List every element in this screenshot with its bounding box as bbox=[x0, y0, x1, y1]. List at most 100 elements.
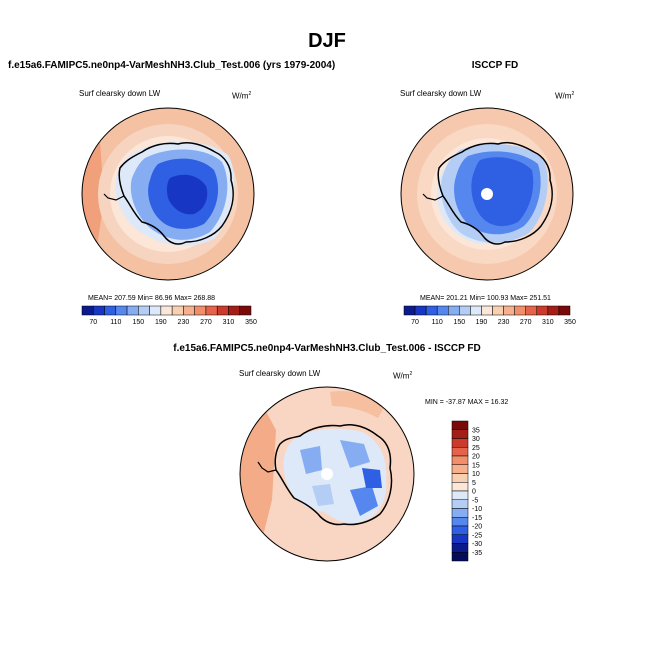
stats-diff: MIN = -37.87 MAX = 16.32 bbox=[425, 399, 509, 406]
colorbar-obs-cell bbox=[492, 305, 504, 316]
colorbar-model-cell bbox=[126, 305, 139, 316]
warm-left bbox=[240, 404, 276, 540]
colorbar-model-cell bbox=[228, 305, 240, 316]
colorbar-diff-cell bbox=[451, 429, 469, 439]
colorbar-diff-tick-label: 15 bbox=[472, 462, 480, 469]
pole-hole bbox=[481, 188, 493, 200]
colorbar-model-tick-label: 270 bbox=[200, 319, 212, 326]
colorbar-model-cell bbox=[93, 305, 105, 316]
colorbar-model-cell bbox=[171, 305, 184, 316]
colorbar-diff-cell bbox=[451, 525, 469, 535]
colorbar-obs-cell bbox=[503, 305, 515, 316]
colorbar-diff-tick-label: 0 bbox=[472, 489, 476, 496]
map-diff bbox=[240, 387, 414, 561]
colorbar-obs-cell bbox=[403, 305, 416, 316]
colorbar-obs-cell bbox=[470, 305, 482, 316]
colorbar-model-tick-label: 150 bbox=[132, 319, 144, 326]
colorbar-diff-tick-label: -35 bbox=[472, 550, 482, 557]
variable-label-diff: Surf clearsky down LW bbox=[239, 369, 321, 378]
map-border-model bbox=[81, 107, 255, 281]
colorbar-diff-cell bbox=[451, 543, 469, 553]
colorbar-diff-cell bbox=[451, 464, 469, 474]
colorbar-model-tick-label: 310 bbox=[223, 319, 235, 326]
colorbar-diff-cell bbox=[451, 534, 469, 544]
colorbar-diff-cell bbox=[451, 552, 469, 562]
map-model bbox=[82, 108, 254, 280]
units-label-diff: W/m2 bbox=[393, 371, 413, 381]
diff-blue-a bbox=[300, 446, 322, 474]
colorbar-diff-tick-label: -20 bbox=[472, 524, 482, 531]
colorbar-diff-cell bbox=[451, 447, 469, 457]
colorbar-diff-cell bbox=[451, 473, 469, 483]
coastline bbox=[274, 424, 393, 526]
colorbar-model-cell bbox=[115, 305, 128, 316]
colorbar-obs-tick-label: 110 bbox=[432, 319, 443, 326]
colorbar-model-cell bbox=[216, 305, 229, 316]
colorbar-diff-tick-label: -5 bbox=[472, 497, 478, 504]
colorbar-obs-cell bbox=[481, 305, 493, 316]
map-border-diff bbox=[239, 386, 415, 562]
colorbar-obs-tick-label: 270 bbox=[520, 319, 532, 326]
colorbar-diff-tick-label: 30 bbox=[472, 436, 480, 443]
colorbar-model-cell bbox=[81, 305, 94, 316]
colorbar-obs-tick-label: 190 bbox=[476, 319, 488, 326]
main-title: DJF bbox=[308, 30, 346, 52]
diff-blue-b bbox=[340, 440, 370, 468]
colorbar-obs-tick-label: 150 bbox=[453, 319, 465, 326]
blue-deep bbox=[471, 157, 534, 227]
units-label-obs: W/m2 bbox=[555, 91, 575, 101]
colorbar-obs-tick-label: 70 bbox=[411, 319, 419, 326]
colorbar-model-tick-label: 110 bbox=[110, 319, 121, 326]
colorbar-obs-cell bbox=[436, 305, 449, 316]
colorbar-model-tick-label: 190 bbox=[155, 319, 167, 326]
colorbar-diff-tick-label: 35 bbox=[472, 427, 480, 434]
colorbar-obs-cell bbox=[425, 305, 438, 316]
colorbar-diff-cell bbox=[451, 438, 469, 448]
stats-obs: MEAN= 201.21 Min= 100.93 Max= 251.51 bbox=[420, 295, 551, 302]
colorbar-diff-tick-label: -30 bbox=[472, 541, 482, 548]
coastline bbox=[437, 141, 553, 245]
peninsula bbox=[103, 193, 125, 201]
colorbar-obs-cell bbox=[448, 305, 460, 316]
colorbar-diff-tick-label: -15 bbox=[472, 515, 482, 522]
pole-hole bbox=[321, 468, 333, 480]
colorbar-diff-tick-label: 25 bbox=[472, 445, 480, 452]
colorbar-obs-cell bbox=[536, 305, 549, 316]
colorbar-obs-tick-label: 350 bbox=[564, 319, 576, 326]
warm-top bbox=[330, 390, 384, 418]
colorbar-diff-cell bbox=[451, 420, 469, 430]
coastline bbox=[118, 141, 234, 245]
peninsula bbox=[257, 461, 277, 473]
colorbar-obs-cell bbox=[414, 305, 427, 316]
peninsula bbox=[422, 193, 444, 201]
colorbar-model-cell bbox=[205, 305, 218, 316]
colorbar-diff-tick-label: 10 bbox=[472, 471, 480, 478]
colorbar-diff-cell bbox=[451, 508, 469, 518]
colorbar-model-tick-label: 350 bbox=[245, 319, 257, 326]
colorbar-diff-tick-label: -25 bbox=[472, 532, 482, 539]
colorbar-obs-tick-label: 310 bbox=[542, 319, 554, 326]
colorbar-obs-cell bbox=[459, 305, 471, 316]
colorbar-diff-cell bbox=[451, 499, 469, 509]
variable-label-model: Surf clearsky down LW bbox=[79, 89, 161, 98]
diff-blue-c bbox=[350, 486, 378, 516]
units-label-model: W/m2 bbox=[232, 91, 252, 101]
colorbar-obs-cell bbox=[525, 305, 538, 316]
panel-title-obs: ISCCP FD bbox=[471, 60, 519, 71]
colorbar-obs-cell bbox=[547, 305, 560, 316]
colorbar-model-cell bbox=[138, 305, 150, 316]
variable-label-obs: Surf clearsky down LW bbox=[400, 89, 482, 98]
colorbar-model-cell bbox=[239, 305, 252, 316]
diff-blue-e bbox=[362, 468, 382, 488]
colorbar-model-cell bbox=[183, 305, 195, 316]
colorbar-model-tick-label: 70 bbox=[89, 319, 97, 326]
colorbar-diff-tick-label: -10 bbox=[472, 506, 482, 513]
colorbar-diff-cell bbox=[451, 517, 469, 527]
colorbar-diff-tick-label: 5 bbox=[472, 480, 476, 487]
colorbar-diff-cell bbox=[451, 455, 469, 465]
colorbar-diff-tick-label: 20 bbox=[472, 454, 480, 461]
colorbar-model-tick-label: 230 bbox=[178, 319, 190, 326]
blue-core bbox=[166, 174, 208, 215]
colorbar-model-cell bbox=[160, 305, 173, 316]
